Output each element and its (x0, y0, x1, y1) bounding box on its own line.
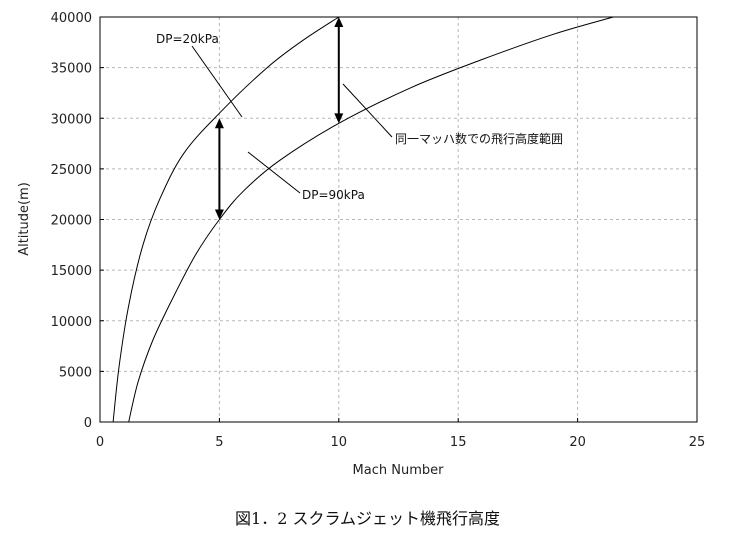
range-arrow-head-top (214, 118, 224, 129)
y-tick-label: 0 (84, 416, 92, 431)
dp90-leader-line (247, 151, 301, 194)
y-tick-label: 10000 (51, 315, 92, 330)
dp20-label: DP=20kPa (156, 32, 219, 46)
range-arrow-head-top (334, 17, 344, 27)
x-tick-label: 10 (331, 435, 348, 450)
y-tick-label: 20000 (51, 214, 92, 229)
dp20-leader-line (191, 45, 243, 118)
y-tick-labels: 0 5000 10000 15000 20000 25000 30000 35000 40000 (51, 11, 104, 431)
altitude-chart: 0 5 10 15 20 25 0 5000 10000 15000 20000 25000 3000… (17, 11, 705, 478)
y-tick-label: 25000 (51, 163, 92, 178)
y-axis-label: Altitude(m) (17, 182, 32, 256)
x-tick-label: 15 (450, 435, 467, 450)
y-tick-label: 5000 (59, 365, 92, 380)
y-tick-label: 30000 (51, 112, 92, 127)
range-arrow-head-bottom (214, 209, 224, 220)
y-tick-label: 35000 (51, 62, 92, 77)
dp90-label: DP=90kPa (302, 188, 365, 202)
x-tick-label: 0 (96, 435, 104, 450)
x-tick-labels: 0 5 10 15 20 25 (96, 418, 705, 450)
range-leader-line (342, 83, 393, 138)
x-tick-label: 25 (689, 435, 706, 450)
series-lines (112, 16, 614, 423)
series-line-dp90 (128, 16, 614, 423)
y-tick-label: 40000 (51, 11, 92, 26)
x-axis-label: Mach Number (353, 463, 445, 478)
series-line-dp20 (112, 16, 340, 423)
x-tick-label: 20 (569, 435, 586, 450)
range-label: 同一マッハ数での飛行高度範囲 (395, 131, 563, 146)
range-arrows (214, 17, 344, 220)
figure-caption: 図1．2 スクラムジェット機飛行高度 (235, 509, 500, 528)
y-tick-label: 15000 (51, 264, 92, 279)
plot-area (100, 17, 697, 422)
x-tick-label: 5 (215, 435, 223, 450)
range-arrow-head-bottom (334, 113, 344, 124)
